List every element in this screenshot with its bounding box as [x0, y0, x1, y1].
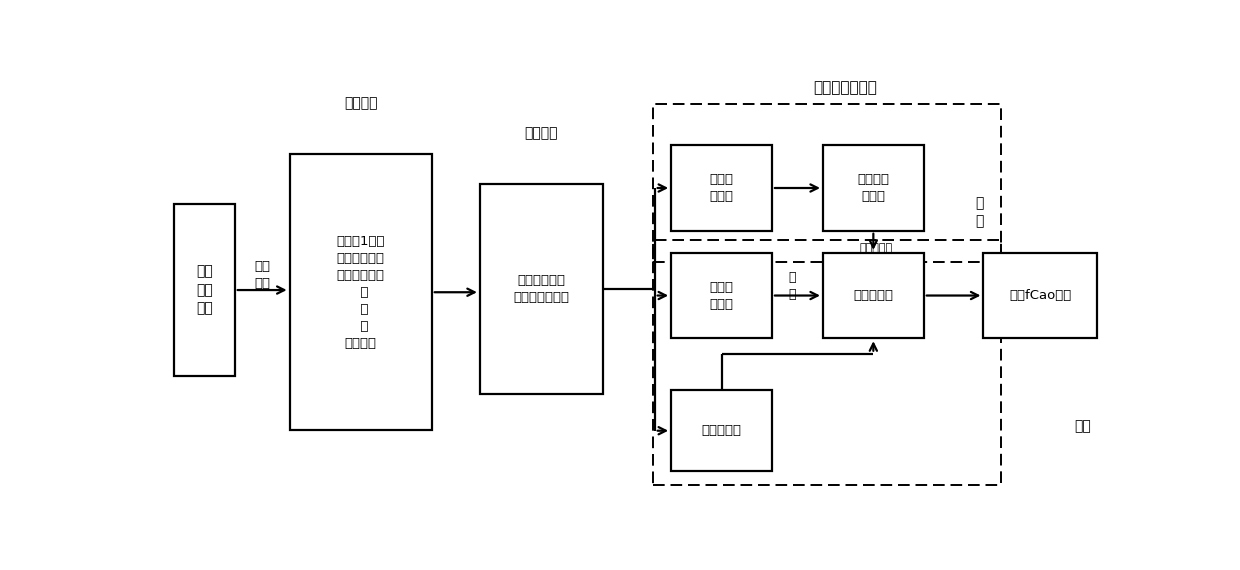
Bar — [652, 239, 1001, 486]
Text: 自编码权重: 自编码权重 — [859, 243, 893, 253]
Text: 无标签
训练集: 无标签 训练集 — [709, 173, 734, 203]
Text: 学
习: 学 习 — [976, 196, 983, 229]
Text: 模型训练及预测: 模型训练及预测 — [813, 80, 877, 96]
Text: 异常值的剖除
最大最小归一化: 异常值的剖除 最大最小归一化 — [513, 274, 569, 304]
Bar — [174, 205, 234, 376]
Bar — [671, 253, 773, 339]
Text: 预测: 预测 — [1074, 419, 1091, 433]
Bar — [652, 104, 1001, 262]
Bar — [290, 154, 432, 430]
Text: 变量选取: 变量选取 — [343, 96, 377, 111]
Text: 预测数据集: 预测数据集 — [702, 424, 742, 437]
Bar — [480, 184, 603, 394]
Text: 软测量模型: 软测量模型 — [853, 289, 893, 302]
Bar — [823, 253, 924, 339]
Text: 数据处理: 数据处理 — [525, 127, 558, 140]
Text: 嗂料量1反馈
分解炉嗂煤量
高温风机转速
  ．
  ．
  ．
密尾温度: 嗂料量1反馈 分解炉嗂煤量 高温风机转速 ． ． ． 密尾温度 — [336, 235, 384, 350]
Text: 微
调: 微 调 — [789, 271, 796, 300]
Text: 有标签
训练集: 有标签 训练集 — [709, 280, 734, 311]
Bar — [983, 253, 1096, 339]
Bar — [823, 145, 924, 231]
Bar — [671, 390, 773, 471]
Text: 单个稀疏
自编码: 单个稀疏 自编码 — [857, 173, 889, 203]
Text: 水泥
烧成
变量: 水泥 烧成 变量 — [196, 264, 213, 315]
Text: 熟料fCao预测: 熟料fCao预测 — [1009, 289, 1071, 302]
Bar — [671, 145, 773, 231]
Text: 工艺
分析: 工艺 分析 — [254, 260, 270, 290]
